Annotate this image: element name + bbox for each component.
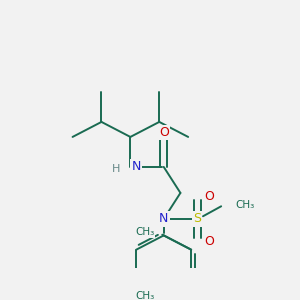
Text: O: O (204, 235, 214, 248)
Text: CH₃: CH₃ (135, 291, 154, 300)
Text: CH₃: CH₃ (235, 200, 254, 210)
Text: O: O (159, 126, 169, 139)
Text: H: H (112, 164, 121, 174)
Text: N: N (159, 212, 168, 225)
Text: CH₃: CH₃ (135, 227, 154, 237)
Text: O: O (204, 190, 214, 203)
Text: N: N (131, 160, 141, 173)
Text: S: S (193, 212, 201, 225)
